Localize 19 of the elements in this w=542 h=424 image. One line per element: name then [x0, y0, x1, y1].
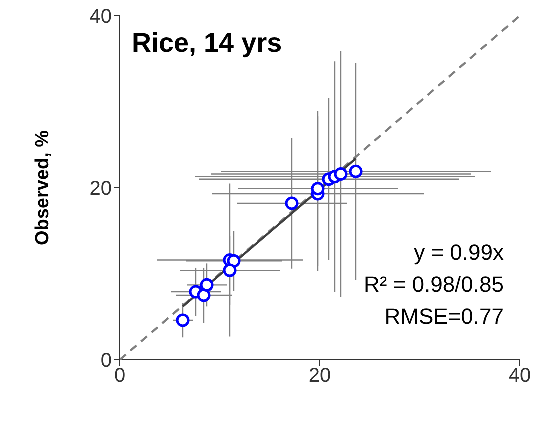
point	[349, 164, 363, 178]
annotation: y = 0.99x	[414, 240, 504, 265]
y-axis-title: Observed, %	[32, 130, 54, 246]
point	[223, 264, 237, 278]
y-tick-label: 40	[90, 6, 112, 28]
chart-title: Rice, 14 yrs	[132, 28, 282, 58]
point	[176, 314, 190, 328]
point	[197, 288, 211, 302]
x-tick-label: 40	[508, 365, 532, 388]
point	[334, 167, 348, 181]
x-tick-label: 20	[308, 365, 332, 388]
point	[200, 278, 214, 292]
point	[311, 182, 325, 196]
x-tick-label: 0	[114, 365, 126, 388]
annotation: RMSE=0.77	[384, 304, 504, 329]
point	[285, 196, 299, 210]
y-tick-label: 20	[90, 178, 112, 200]
annotation: R² = 0.98/0.85	[364, 272, 504, 297]
y-tick-label: 0	[100, 350, 112, 372]
